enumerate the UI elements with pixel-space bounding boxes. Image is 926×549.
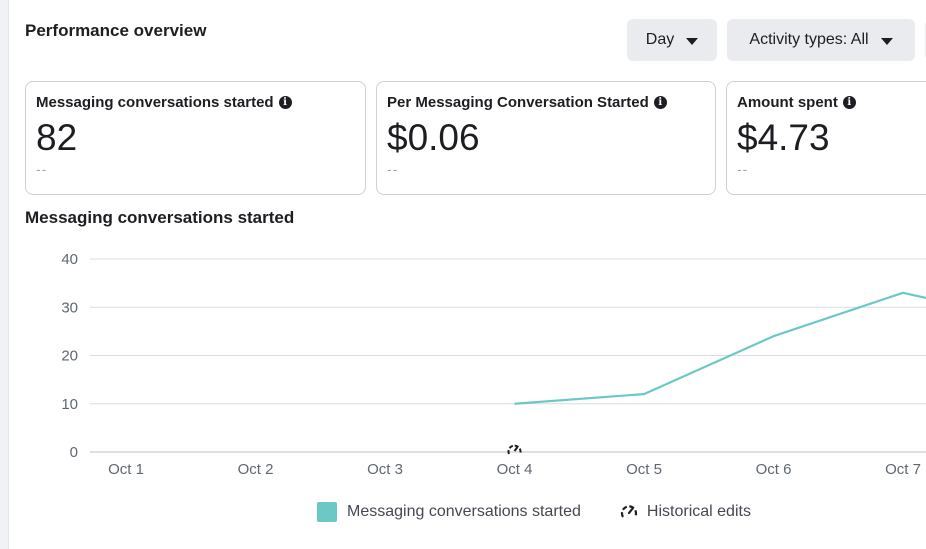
metric-comparison: -- — [737, 161, 749, 177]
legend-item-series[interactable]: Messaging conversations started — [317, 502, 581, 522]
metric-card-cost-per-conversation: Per Messaging Conversation Started i $0.… — [376, 81, 716, 195]
info-icon[interactable]: i — [653, 96, 667, 109]
chart-title: Messaging conversations started — [25, 208, 295, 227]
series-line — [514, 291, 926, 405]
x-tick-label: Oct 1 — [108, 461, 144, 478]
gauge-edit-icon — [619, 502, 639, 522]
legend-edits-label: Historical edits — [646, 503, 751, 520]
metric-label: Amount spent — [737, 94, 838, 111]
x-tick-label: Oct 7 — [885, 461, 921, 478]
line-chart: 0 10 20 30 40 Oct 1 Oct 2 Oct 3 Oct 4 Oct 5 Oct 6 O… — [61, 251, 926, 478]
metric-label-row: Messaging conversations started i — [36, 94, 355, 111]
metric-card-conversations: Messaging conversations started i 82 -- — [25, 81, 366, 195]
day-dropdown-label: Day — [645, 31, 675, 48]
legend-series-label: Messaging conversations started — [347, 503, 581, 520]
metric-value: 82 — [36, 117, 78, 158]
metric-value: $0.06 — [387, 117, 480, 158]
metric-label: Messaging conversations started — [36, 94, 274, 111]
y-tick-label: 30 — [61, 299, 78, 316]
metric-comparison: -- — [387, 161, 399, 177]
activity-types-dropdown-button[interactable]: Activity types: All — [727, 19, 915, 61]
x-tick-label: Oct 6 — [756, 461, 792, 478]
legend-item-historical-edits[interactable]: Historical edits — [619, 502, 751, 522]
caret-down-icon — [686, 37, 699, 45]
metric-label-row: Amount spent i — [737, 94, 926, 111]
metric-card-amount-spent: Amount spent i $4.73 -- — [726, 81, 926, 195]
y-tick-label: 20 — [61, 348, 78, 365]
x-tick-label: Oct 4 — [497, 461, 533, 478]
metric-label: Per Messaging Conversation Started — [387, 94, 649, 111]
historical-edit-marker — [507, 444, 522, 455]
metric-value: $4.73 — [737, 117, 830, 158]
chart-legend: Messaging conversations started Historic… — [317, 502, 751, 522]
y-tick-label: 40 — [61, 251, 78, 268]
x-tick-label: Oct 5 — [626, 461, 662, 478]
page-title: Performance overview — [25, 21, 207, 40]
x-tick-label: Oct 2 — [238, 461, 274, 478]
metric-comparison: -- — [36, 161, 48, 177]
y-tick-label: 0 — [70, 444, 78, 461]
legend-swatch — [317, 502, 337, 522]
info-icon[interactable]: i — [278, 96, 292, 109]
info-icon[interactable]: i — [842, 96, 856, 109]
y-tick-label: 10 — [61, 396, 78, 413]
caret-down-icon — [880, 37, 893, 45]
day-dropdown-button[interactable]: Day — [627, 19, 717, 61]
activity-types-label: Activity types: All — [749, 31, 869, 48]
x-tick-label: Oct 3 — [367, 461, 403, 478]
metric-label-row: Per Messaging Conversation Started i — [387, 94, 705, 111]
